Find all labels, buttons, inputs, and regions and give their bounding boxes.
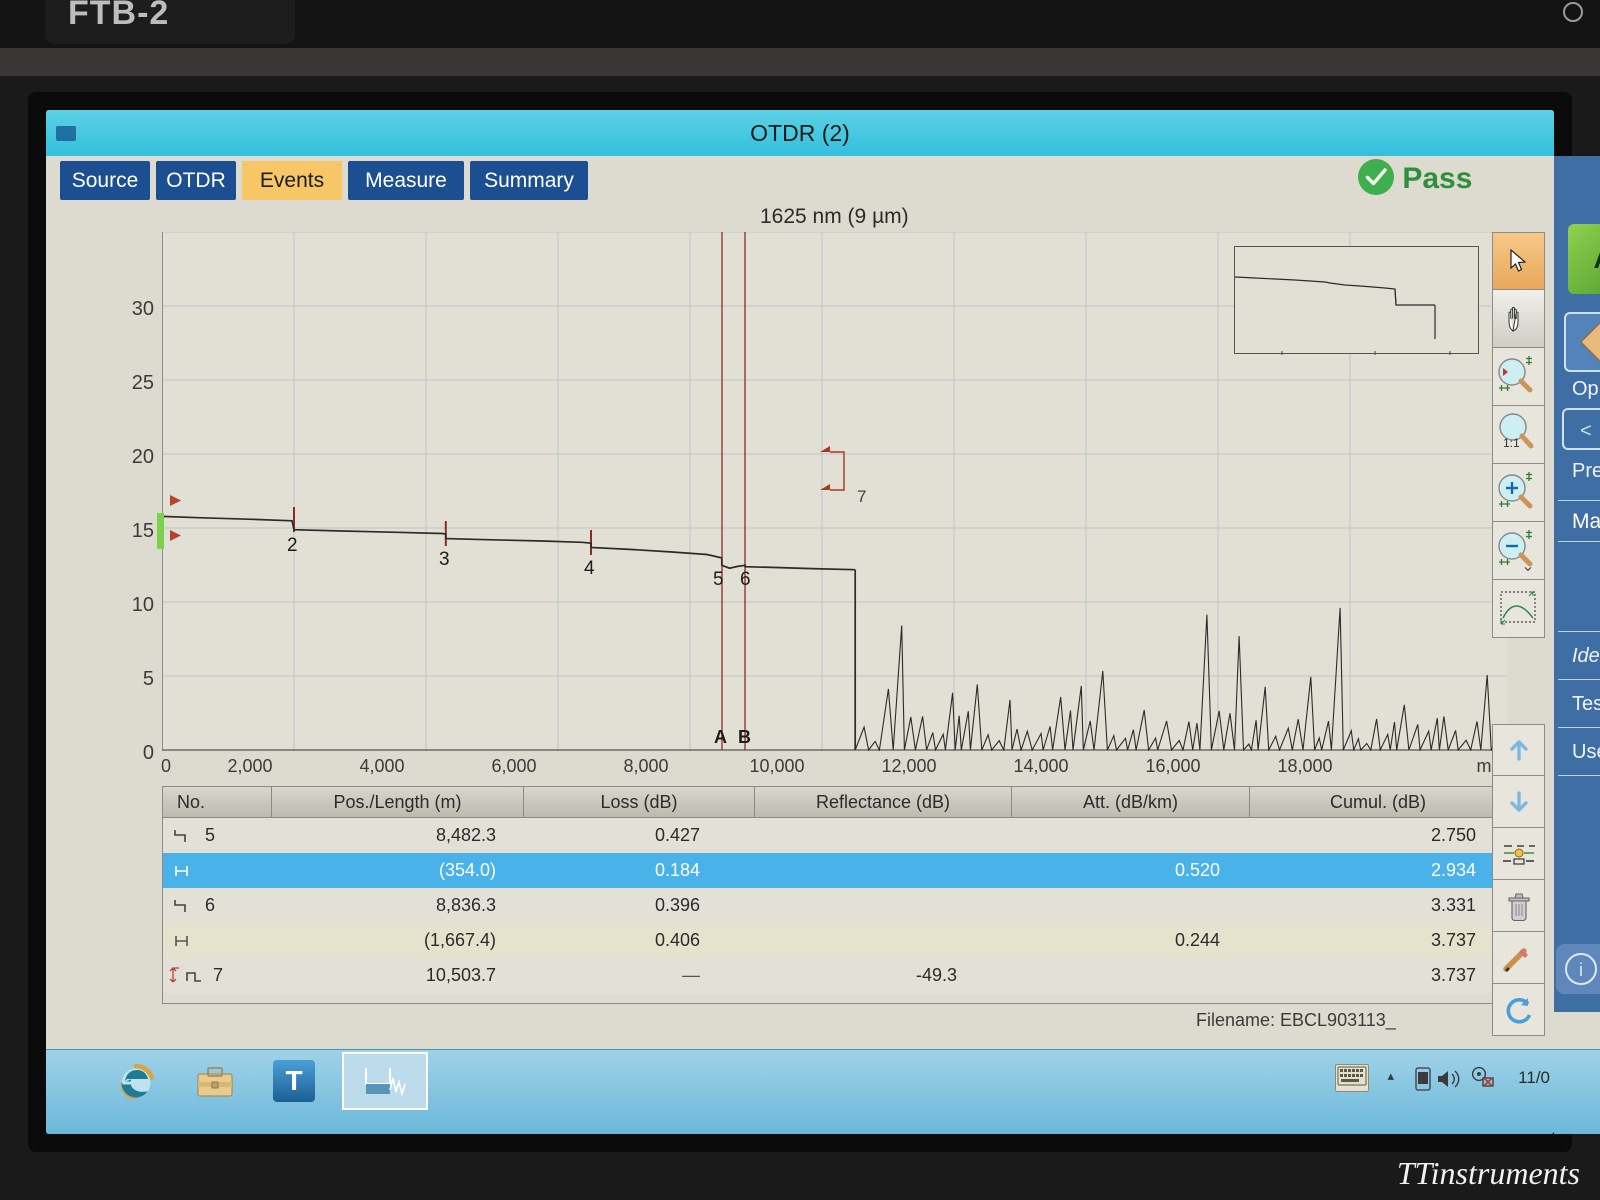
svg-text:1:1: 1:1 — [1503, 436, 1520, 450]
svg-text:i: i — [1579, 960, 1583, 980]
